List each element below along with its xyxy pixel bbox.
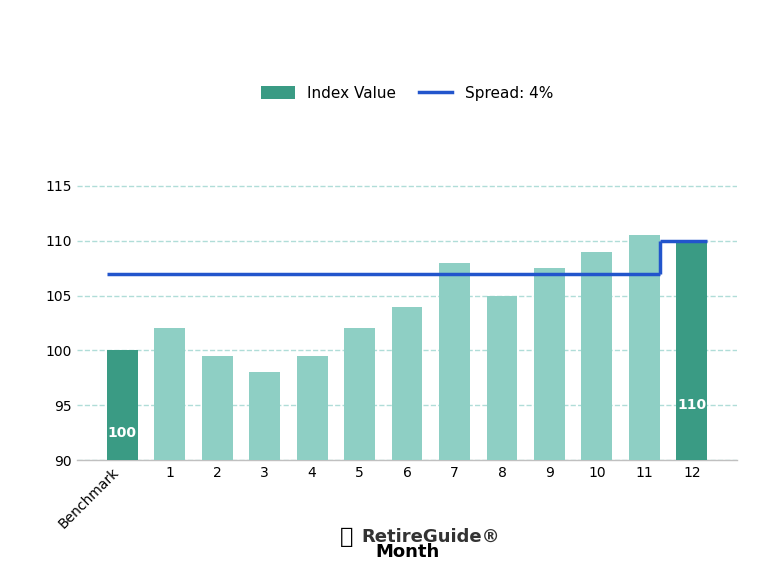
- Bar: [487, 295, 518, 568]
- Text: (Spread): (Spread): [345, 93, 423, 111]
- Bar: [629, 235, 660, 568]
- Text: 🔶: 🔶: [340, 527, 353, 547]
- Bar: [107, 350, 137, 568]
- Bar: [581, 252, 612, 568]
- Bar: [154, 328, 185, 568]
- Text: RetireGuide®: RetireGuide®: [361, 528, 500, 546]
- Bar: [392, 307, 422, 568]
- Bar: [202, 356, 233, 568]
- Bar: [344, 328, 375, 568]
- Bar: [677, 241, 707, 568]
- Bar: [534, 268, 564, 568]
- Text: 110: 110: [677, 398, 707, 412]
- Bar: [439, 262, 470, 568]
- Text: 1 Year Point to Point Credit Method: 1 Year Point to Point Credit Method: [147, 37, 621, 62]
- Bar: [250, 373, 280, 568]
- Legend: Index Value, Spread: 4%: Index Value, Spread: 4%: [255, 80, 559, 107]
- Text: 100: 100: [108, 425, 137, 440]
- Bar: [296, 356, 327, 568]
- X-axis label: Month: Month: [375, 542, 439, 561]
